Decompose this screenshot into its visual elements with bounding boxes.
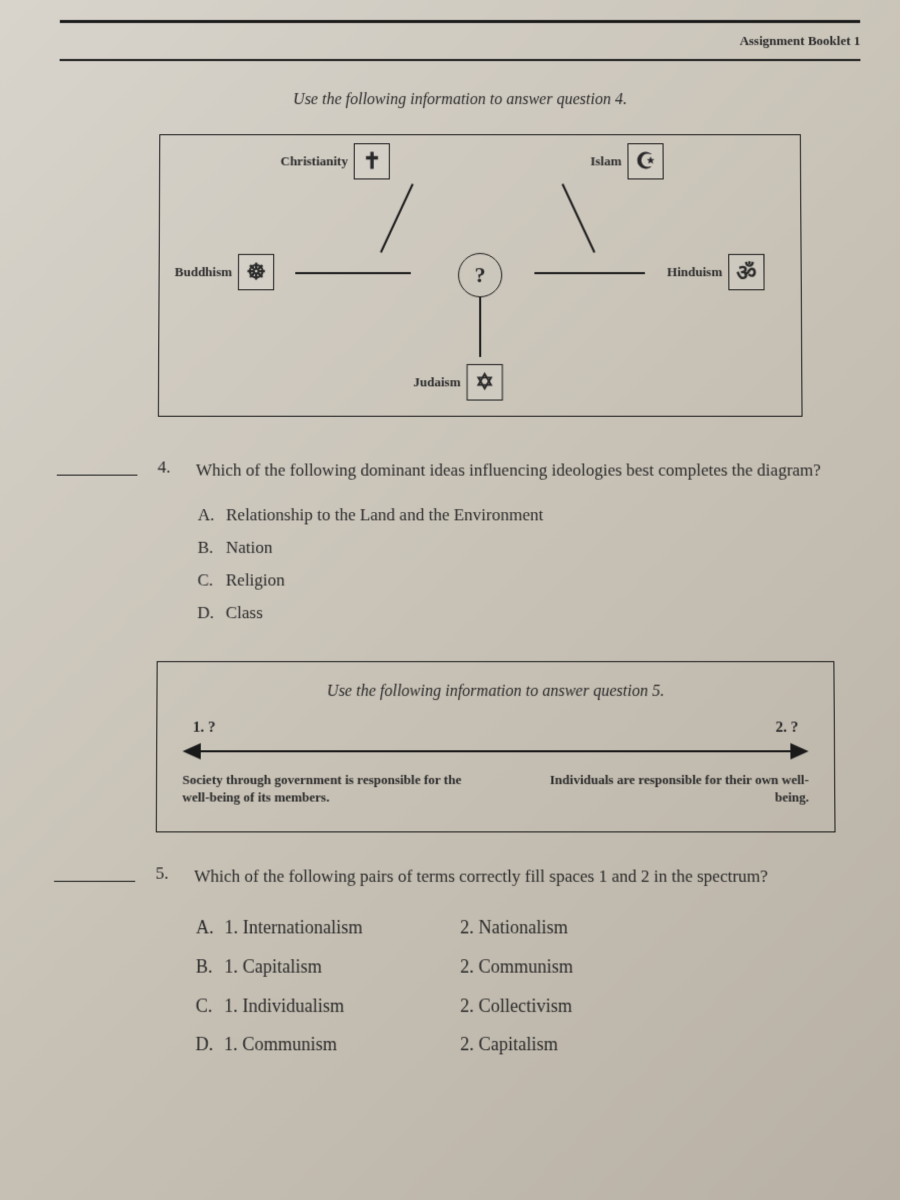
connector-line xyxy=(534,272,645,274)
q4-row: 4. Which of the following dominant ideas… xyxy=(57,457,864,483)
q5-option-c: C.1. Individualism 2. Collectivism xyxy=(196,987,868,1026)
islam-label: Islam xyxy=(590,153,621,169)
q5-number: 5. xyxy=(155,864,175,890)
cross-icon: ✝ xyxy=(354,143,390,179)
q5-instruction: Use the following information to answer … xyxy=(183,682,809,700)
spectrum-captions: Society through government is responsibl… xyxy=(182,771,809,806)
booklet-title: Assignment Booklet 1 xyxy=(740,33,861,49)
header-bar: Assignment Booklet 1 xyxy=(60,27,861,59)
connector-line xyxy=(295,272,411,274)
star-of-david-icon: ✡ xyxy=(467,364,503,400)
answer-blank[interactable] xyxy=(57,457,138,475)
answer-blank[interactable] xyxy=(54,864,135,883)
crescent-icon: ☪ xyxy=(627,143,663,179)
spectrum-arrow xyxy=(182,741,808,762)
q5-text: Which of the following pairs of terms co… xyxy=(194,864,866,890)
q4-number: 4. xyxy=(158,457,178,483)
q4-instruction: Use the following information to answer … xyxy=(59,91,861,109)
node-judaism: Judaism ✡ xyxy=(413,364,509,400)
q5-options: A.1. Internationalism 2. Nationalism B.1… xyxy=(195,909,867,1065)
connector-line xyxy=(479,296,481,357)
connector-line xyxy=(380,184,414,253)
arrow-right-icon xyxy=(790,743,808,759)
q5-option-d: D.1. Communism 2. Capitalism xyxy=(195,1026,867,1065)
judaism-label: Judaism xyxy=(413,374,460,390)
spectrum-left-caption: Society through government is responsibl… xyxy=(182,771,464,806)
dharma-wheel-icon: ☸ xyxy=(238,254,274,290)
buddhism-label: Buddhism xyxy=(175,264,232,280)
node-christianity: Christianity ✝ xyxy=(280,143,396,179)
q5-option-a: A.1. Internationalism 2. Nationalism xyxy=(196,909,867,948)
header-rule-top xyxy=(60,20,860,23)
worksheet-page: Assignment Booklet 1 Use the following i… xyxy=(0,0,900,1106)
q4-option-c: C.Religion xyxy=(197,564,864,597)
node-islam: Islam ☪ xyxy=(590,143,669,179)
q4-options: A.Relationship to the Land and the Envir… xyxy=(197,499,864,631)
q4-option-d: D.Class xyxy=(197,597,864,630)
header-rule-bottom xyxy=(60,59,861,61)
q5-option-b: B.1. Capitalism 2. Communism xyxy=(196,948,867,987)
q4-text: Which of the following dominant ideas in… xyxy=(196,457,864,483)
diagram-center: ? xyxy=(458,253,502,297)
node-hinduism: Hinduism ॐ xyxy=(667,254,771,290)
q5-row: 5. Which of the following pairs of terms… xyxy=(54,864,866,890)
om-icon: ॐ xyxy=(728,254,764,290)
spectrum-top-labels: 1. ? 2. ? xyxy=(183,719,809,736)
spectrum-right-caption: Individuals are responsible for their ow… xyxy=(527,771,809,806)
spectrum-label-2: 2. ? xyxy=(776,719,799,736)
hinduism-label: Hinduism xyxy=(667,264,722,280)
connector-line xyxy=(562,184,596,253)
node-buddhism: Buddhism ☸ xyxy=(175,254,281,290)
q4-option-a: A.Relationship to the Land and the Envir… xyxy=(198,499,864,532)
q4-option-b: B.Nation xyxy=(198,531,865,564)
christianity-label: Christianity xyxy=(281,153,348,169)
spectrum-diagram: Use the following information to answer … xyxy=(156,661,836,833)
spectrum-label-1: 1. ? xyxy=(193,719,216,736)
religion-diagram: Christianity ✝ Islam ☪ Buddhism ☸ Hindui… xyxy=(158,134,803,417)
spectrum-line xyxy=(198,750,794,752)
